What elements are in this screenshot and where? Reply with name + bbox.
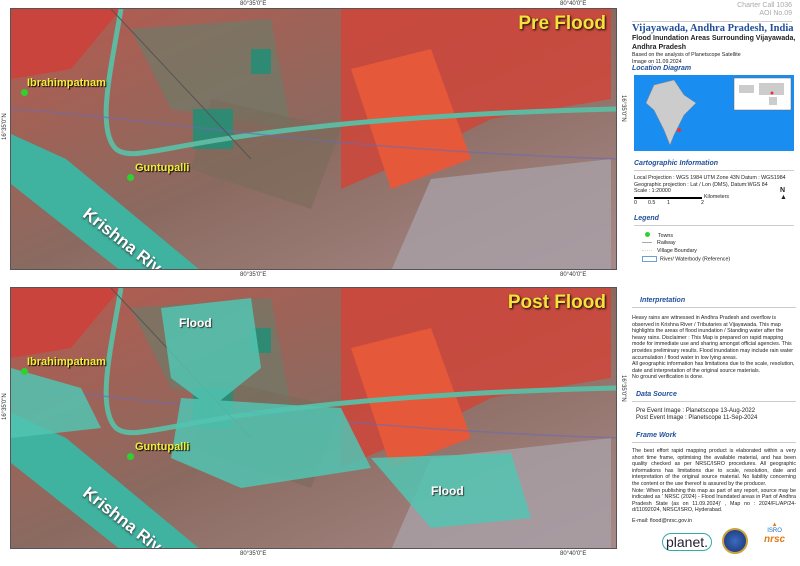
town-label: Ibrahimpatnam: [27, 356, 106, 368]
legend-item: Railway: [642, 240, 794, 248]
town-label: Ibrahimpatnam: [27, 77, 106, 89]
legend-item: Towns: [642, 231, 794, 240]
carto-heading: Cartographic Information: [634, 160, 719, 167]
interpretation-text: All geographic information has limitatio…: [632, 361, 795, 374]
carto-line: Scale : 1:20000: [634, 188, 671, 195]
town-marker: [127, 174, 134, 181]
location-diagram: [634, 75, 794, 151]
lon-label: 80°35'0"E: [240, 272, 267, 278]
aoi-number: AOI No.09: [759, 10, 792, 17]
carto-line: Local Projection : WGS 1984 UTM Zone 43N…: [634, 175, 786, 181]
based-on: Based on the analysis of Planetscope Sat…: [632, 52, 741, 65]
flood-areas: [11, 298, 531, 528]
framework-heading: Frame Work: [636, 431, 677, 439]
nrsc-logo: ▲ ISRO nrsc: [764, 522, 786, 545]
location-heading: Location Diagram: [632, 65, 692, 73]
scale-unit: Kilometers: [704, 193, 730, 200]
legend-item: Village Boundary: [642, 248, 794, 256]
interpretation-heading: Interpretation: [640, 297, 686, 304]
flood-label: Flood: [179, 316, 212, 330]
framework-text: The best effort rapid mapping product is…: [632, 447, 796, 487]
note-text: Note: When publishing this map as part o…: [632, 487, 796, 514]
lon-label: 80°35'0"E: [240, 1, 267, 7]
map-subtitle: Flood Inundation Areas Surrounding Vijay…: [632, 35, 796, 51]
charter-call: Charter Call 1036: [737, 2, 792, 9]
town-marker: [21, 368, 28, 375]
town-marker: [21, 89, 28, 96]
data-source-heading: Data Source: [636, 390, 677, 398]
scale-tick: 2: [701, 199, 704, 206]
post-flood-map[interactable]: Post Flood Flood Flood Ibrahimpatnam Gun…: [10, 287, 617, 549]
panel-title: Post Flood: [507, 292, 606, 313]
scale-tick: 0.5: [648, 199, 656, 206]
town-marker: [127, 453, 134, 460]
pre-flood-map[interactable]: Pre Flood Ibrahimpatnam Guntupalli Krish…: [10, 8, 617, 270]
scale-tick: 1: [667, 199, 670, 206]
lon-label: 80°40'0"E: [560, 551, 587, 557]
panel-title: Pre Flood: [518, 13, 606, 34]
pre-event-image: Pre Event Image : Planetscope 13-Aug-202…: [636, 407, 756, 414]
interpretation-text: No ground verification is done.: [632, 374, 704, 381]
flood-label: Flood: [431, 484, 464, 498]
interpretation-text: Heavy rains are witnessed in Andhra Prad…: [632, 315, 794, 361]
lat-label: 16°35'0"N: [2, 393, 8, 420]
scale-tick: 0: [634, 199, 637, 206]
legend-heading: Legend: [634, 214, 659, 222]
carto-line: Geographic projection : Lat / Lon (DMS),…: [634, 181, 768, 188]
post-event-image: Post Event Image : Planetscope 11-Sep-20…: [636, 414, 758, 421]
lon-label: 80°40'0"E: [560, 272, 587, 278]
lat-label: 16°35'0"N: [2, 113, 8, 140]
info-sidebar: Charter Call 1036 AOI No.09 Vijayawada, A…: [626, 0, 798, 566]
town-label: Guntupalli: [135, 441, 190, 453]
email[interactable]: E-mail: flood@nrsc.gov.in: [632, 517, 693, 524]
north-arrow-icon: N ▲: [780, 186, 787, 201]
scale-bar: Kilometers 0 0.5 1 2 N ▲: [634, 187, 794, 209]
town-label: Guntupalli: [135, 162, 190, 174]
planet-logo: planet.: [662, 533, 713, 551]
lon-label: 80°35'0"E: [240, 551, 267, 557]
legend-item: River/ Waterbody (Reference): [642, 255, 794, 264]
legend: Towns Railway Village Boundary River/ Wa…: [634, 231, 794, 264]
satellite-image: [11, 288, 617, 549]
map-title: Vijayawada, Andhra Pradesh, India: [632, 23, 794, 34]
isro-logo: [722, 528, 748, 554]
lon-label: 80°40'0"E: [560, 1, 587, 7]
